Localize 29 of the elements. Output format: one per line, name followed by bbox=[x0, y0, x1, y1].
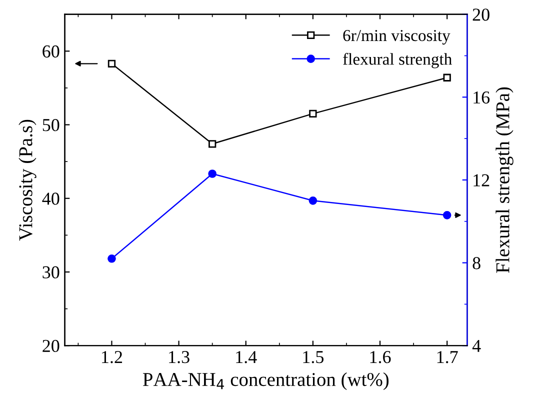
point bbox=[309, 110, 317, 118]
point bbox=[208, 140, 216, 148]
y-tick-label: 50 bbox=[42, 119, 60, 132]
point bbox=[108, 254, 116, 263]
point bbox=[443, 74, 451, 82]
y-tick-label: 40 bbox=[42, 192, 60, 205]
x-tick-label: 1.2 bbox=[102, 351, 122, 364]
y2-tick-label: 12 bbox=[474, 174, 490, 186]
y2-tick-label: 4 bbox=[472, 340, 481, 352]
x-tick-label: 1.5 bbox=[303, 351, 324, 364]
y2-axis-title: Flexural strength (MPa) bbox=[496, 87, 514, 273]
legend-label: flexural strength bbox=[343, 52, 452, 68]
x-tick-label: 1.3 bbox=[169, 351, 190, 364]
point bbox=[442, 210, 452, 220]
point bbox=[208, 170, 216, 178]
y-tick-label: 60 bbox=[42, 45, 60, 58]
y-tick-label: 20 bbox=[42, 340, 60, 352]
legend-label: 6r/min viscosity bbox=[343, 30, 450, 45]
y2-tick-label: 20 bbox=[472, 8, 490, 21]
y-tick-label: 30 bbox=[42, 266, 60, 278]
point bbox=[108, 60, 116, 68]
y-axis-title: Viscosity (Pa.s) bbox=[18, 120, 36, 241]
x-tick-label: 1.6 bbox=[370, 351, 391, 364]
y2-tick-label: 16 bbox=[474, 91, 490, 104]
x-axis-title: PAA-NH$_{4}$ concentration (wt%) bbox=[142, 372, 389, 390]
point bbox=[308, 196, 318, 205]
y2-tick-label: 8 bbox=[472, 257, 480, 270]
x-tick-label: 1.7 bbox=[437, 351, 458, 364]
x-tick-label: 1.4 bbox=[236, 351, 257, 364]
